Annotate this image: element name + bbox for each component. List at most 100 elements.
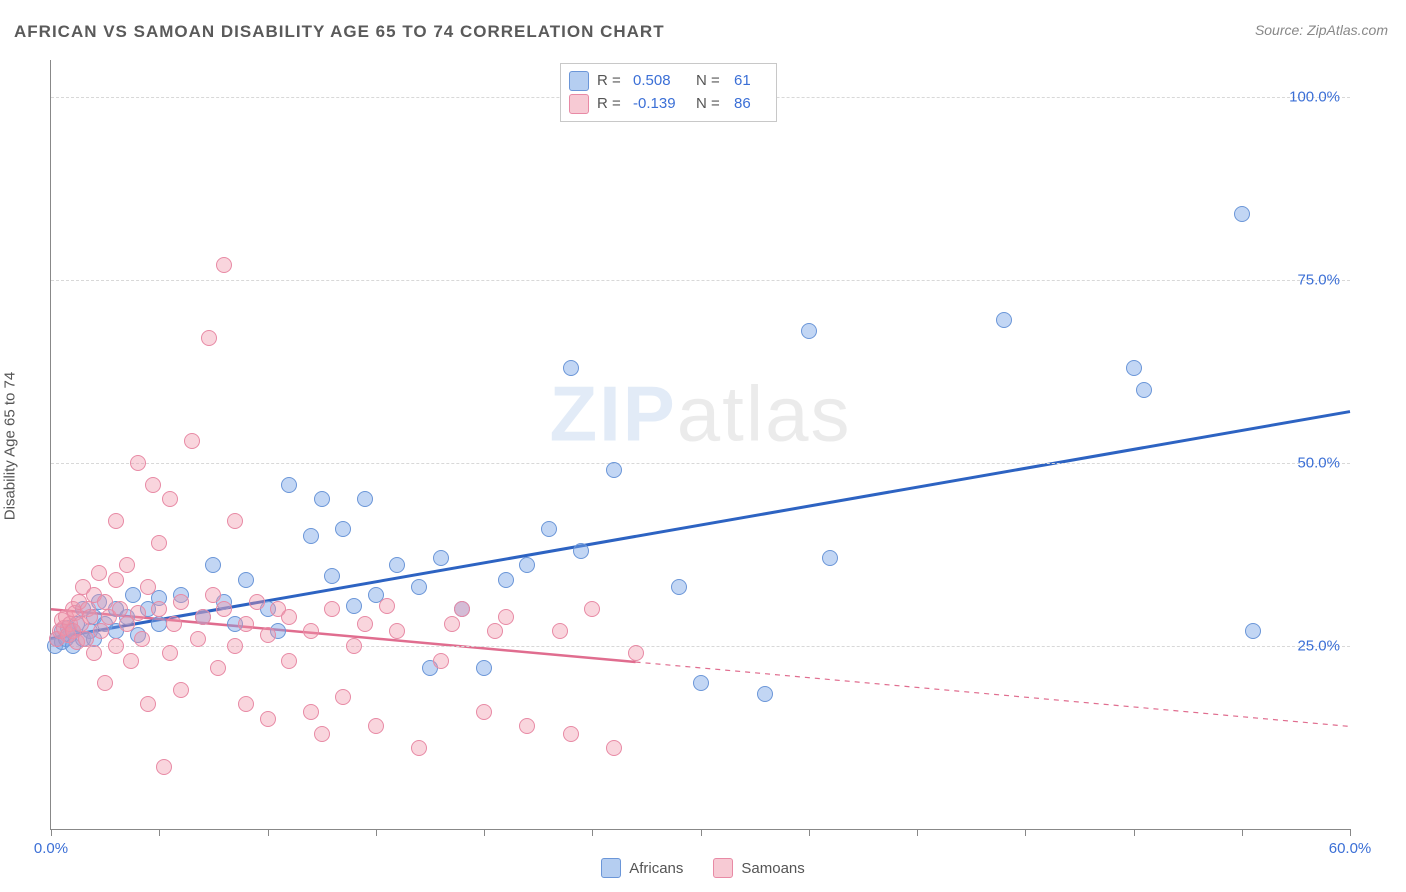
source-value: ZipAtlas.com xyxy=(1307,22,1388,38)
scatter-point xyxy=(140,696,156,712)
swatch-blue-icon xyxy=(569,71,589,91)
scatter-point xyxy=(433,550,449,566)
scatter-point xyxy=(335,689,351,705)
scatter-point xyxy=(151,535,167,551)
stats-row-samoans: R = -0.139 N = 86 xyxy=(569,93,764,116)
scatter-point xyxy=(201,330,217,346)
x-tick xyxy=(917,829,918,836)
scatter-point xyxy=(411,740,427,756)
scatter-point xyxy=(140,579,156,595)
trend-line-dashed xyxy=(636,662,1350,726)
n-value-samoans: 86 xyxy=(734,93,764,116)
scatter-point xyxy=(151,616,167,632)
legend-item-africans: Africans xyxy=(601,858,683,878)
source-credit: Source: ZipAtlas.com xyxy=(1255,22,1388,38)
scatter-point xyxy=(260,711,276,727)
scatter-point xyxy=(693,675,709,691)
scatter-point xyxy=(205,587,221,603)
n-value-africans: 61 xyxy=(734,70,764,93)
scatter-point xyxy=(314,726,330,742)
scatter-point xyxy=(162,491,178,507)
scatter-point xyxy=(519,718,535,734)
y-tick-label: 100.0% xyxy=(1289,88,1340,105)
gridline xyxy=(51,646,1350,647)
x-tick xyxy=(701,829,702,836)
swatch-pink-icon xyxy=(569,94,589,114)
scatter-point xyxy=(606,740,622,756)
scatter-point xyxy=(498,572,514,588)
scatter-point xyxy=(173,594,189,610)
scatter-point xyxy=(162,645,178,661)
scatter-point xyxy=(281,609,297,625)
scatter-point xyxy=(1245,623,1261,639)
scatter-point xyxy=(346,598,362,614)
scatter-point xyxy=(184,433,200,449)
x-tick xyxy=(268,829,269,836)
scatter-point xyxy=(134,631,150,647)
scatter-point xyxy=(195,609,211,625)
r-value-africans: 0.508 xyxy=(633,70,688,93)
x-tick xyxy=(51,829,52,836)
scatter-point xyxy=(108,572,124,588)
n-label: N = xyxy=(696,93,726,116)
y-axis-label: Disability Age 65 to 74 xyxy=(2,372,19,520)
swatch-blue-icon xyxy=(601,858,621,878)
scatter-point xyxy=(238,616,254,632)
scatter-point xyxy=(303,623,319,639)
legend-label-samoans: Samoans xyxy=(741,860,804,877)
scatter-point xyxy=(227,513,243,529)
gridline xyxy=(51,280,1350,281)
scatter-point xyxy=(227,638,243,654)
scatter-point xyxy=(563,726,579,742)
r-label: R = xyxy=(597,70,625,93)
scatter-point xyxy=(433,653,449,669)
legend-item-samoans: Samoans xyxy=(713,858,804,878)
x-tick xyxy=(1350,829,1351,836)
y-tick-label: 75.0% xyxy=(1297,271,1340,288)
scatter-point xyxy=(112,601,128,617)
trend-line-solid xyxy=(51,412,1350,639)
chart-container: AFRICAN VS SAMOAN DISABILITY AGE 65 TO 7… xyxy=(0,0,1406,892)
x-tick xyxy=(809,829,810,836)
scatter-point xyxy=(82,609,98,625)
scatter-point xyxy=(303,704,319,720)
y-tick-label: 25.0% xyxy=(1297,637,1340,654)
scatter-point xyxy=(454,601,470,617)
scatter-point xyxy=(444,616,460,632)
bottom-legend: Africans Samoans xyxy=(0,858,1406,878)
scatter-point xyxy=(606,462,622,478)
scatter-point xyxy=(119,557,135,573)
scatter-point xyxy=(671,579,687,595)
scatter-point xyxy=(238,572,254,588)
x-tick xyxy=(1242,829,1243,836)
n-label: N = xyxy=(696,70,726,93)
scatter-point xyxy=(249,594,265,610)
stats-row-africans: R = 0.508 N = 61 xyxy=(569,70,764,93)
scatter-point xyxy=(411,579,427,595)
scatter-point xyxy=(324,601,340,617)
scatter-point xyxy=(210,660,226,676)
scatter-point xyxy=(93,623,109,639)
scatter-point xyxy=(190,631,206,647)
scatter-point xyxy=(563,360,579,376)
x-tick xyxy=(376,829,377,836)
scatter-point xyxy=(281,653,297,669)
scatter-point xyxy=(125,587,141,603)
source-label: Source: xyxy=(1255,22,1303,38)
scatter-point xyxy=(541,521,557,537)
r-label: R = xyxy=(597,93,625,116)
scatter-point xyxy=(996,312,1012,328)
x-tick-label: 60.0% xyxy=(1329,840,1372,857)
scatter-point xyxy=(324,568,340,584)
scatter-point xyxy=(368,718,384,734)
scatter-point xyxy=(346,638,362,654)
x-tick-label: 0.0% xyxy=(34,840,68,857)
scatter-point xyxy=(156,759,172,775)
scatter-point xyxy=(628,645,644,661)
scatter-point xyxy=(145,477,161,493)
scatter-point xyxy=(216,257,232,273)
trend-lines-layer xyxy=(51,60,1350,829)
scatter-point xyxy=(91,565,107,581)
plot-area: ZIPatlas 25.0%50.0%75.0%100.0%0.0%60.0% xyxy=(50,60,1350,830)
scatter-point xyxy=(476,704,492,720)
